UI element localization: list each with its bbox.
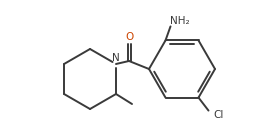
Text: NH₂: NH₂ bbox=[170, 16, 189, 26]
Text: N: N bbox=[112, 53, 120, 63]
Text: Cl: Cl bbox=[213, 110, 224, 120]
Text: O: O bbox=[125, 32, 133, 42]
